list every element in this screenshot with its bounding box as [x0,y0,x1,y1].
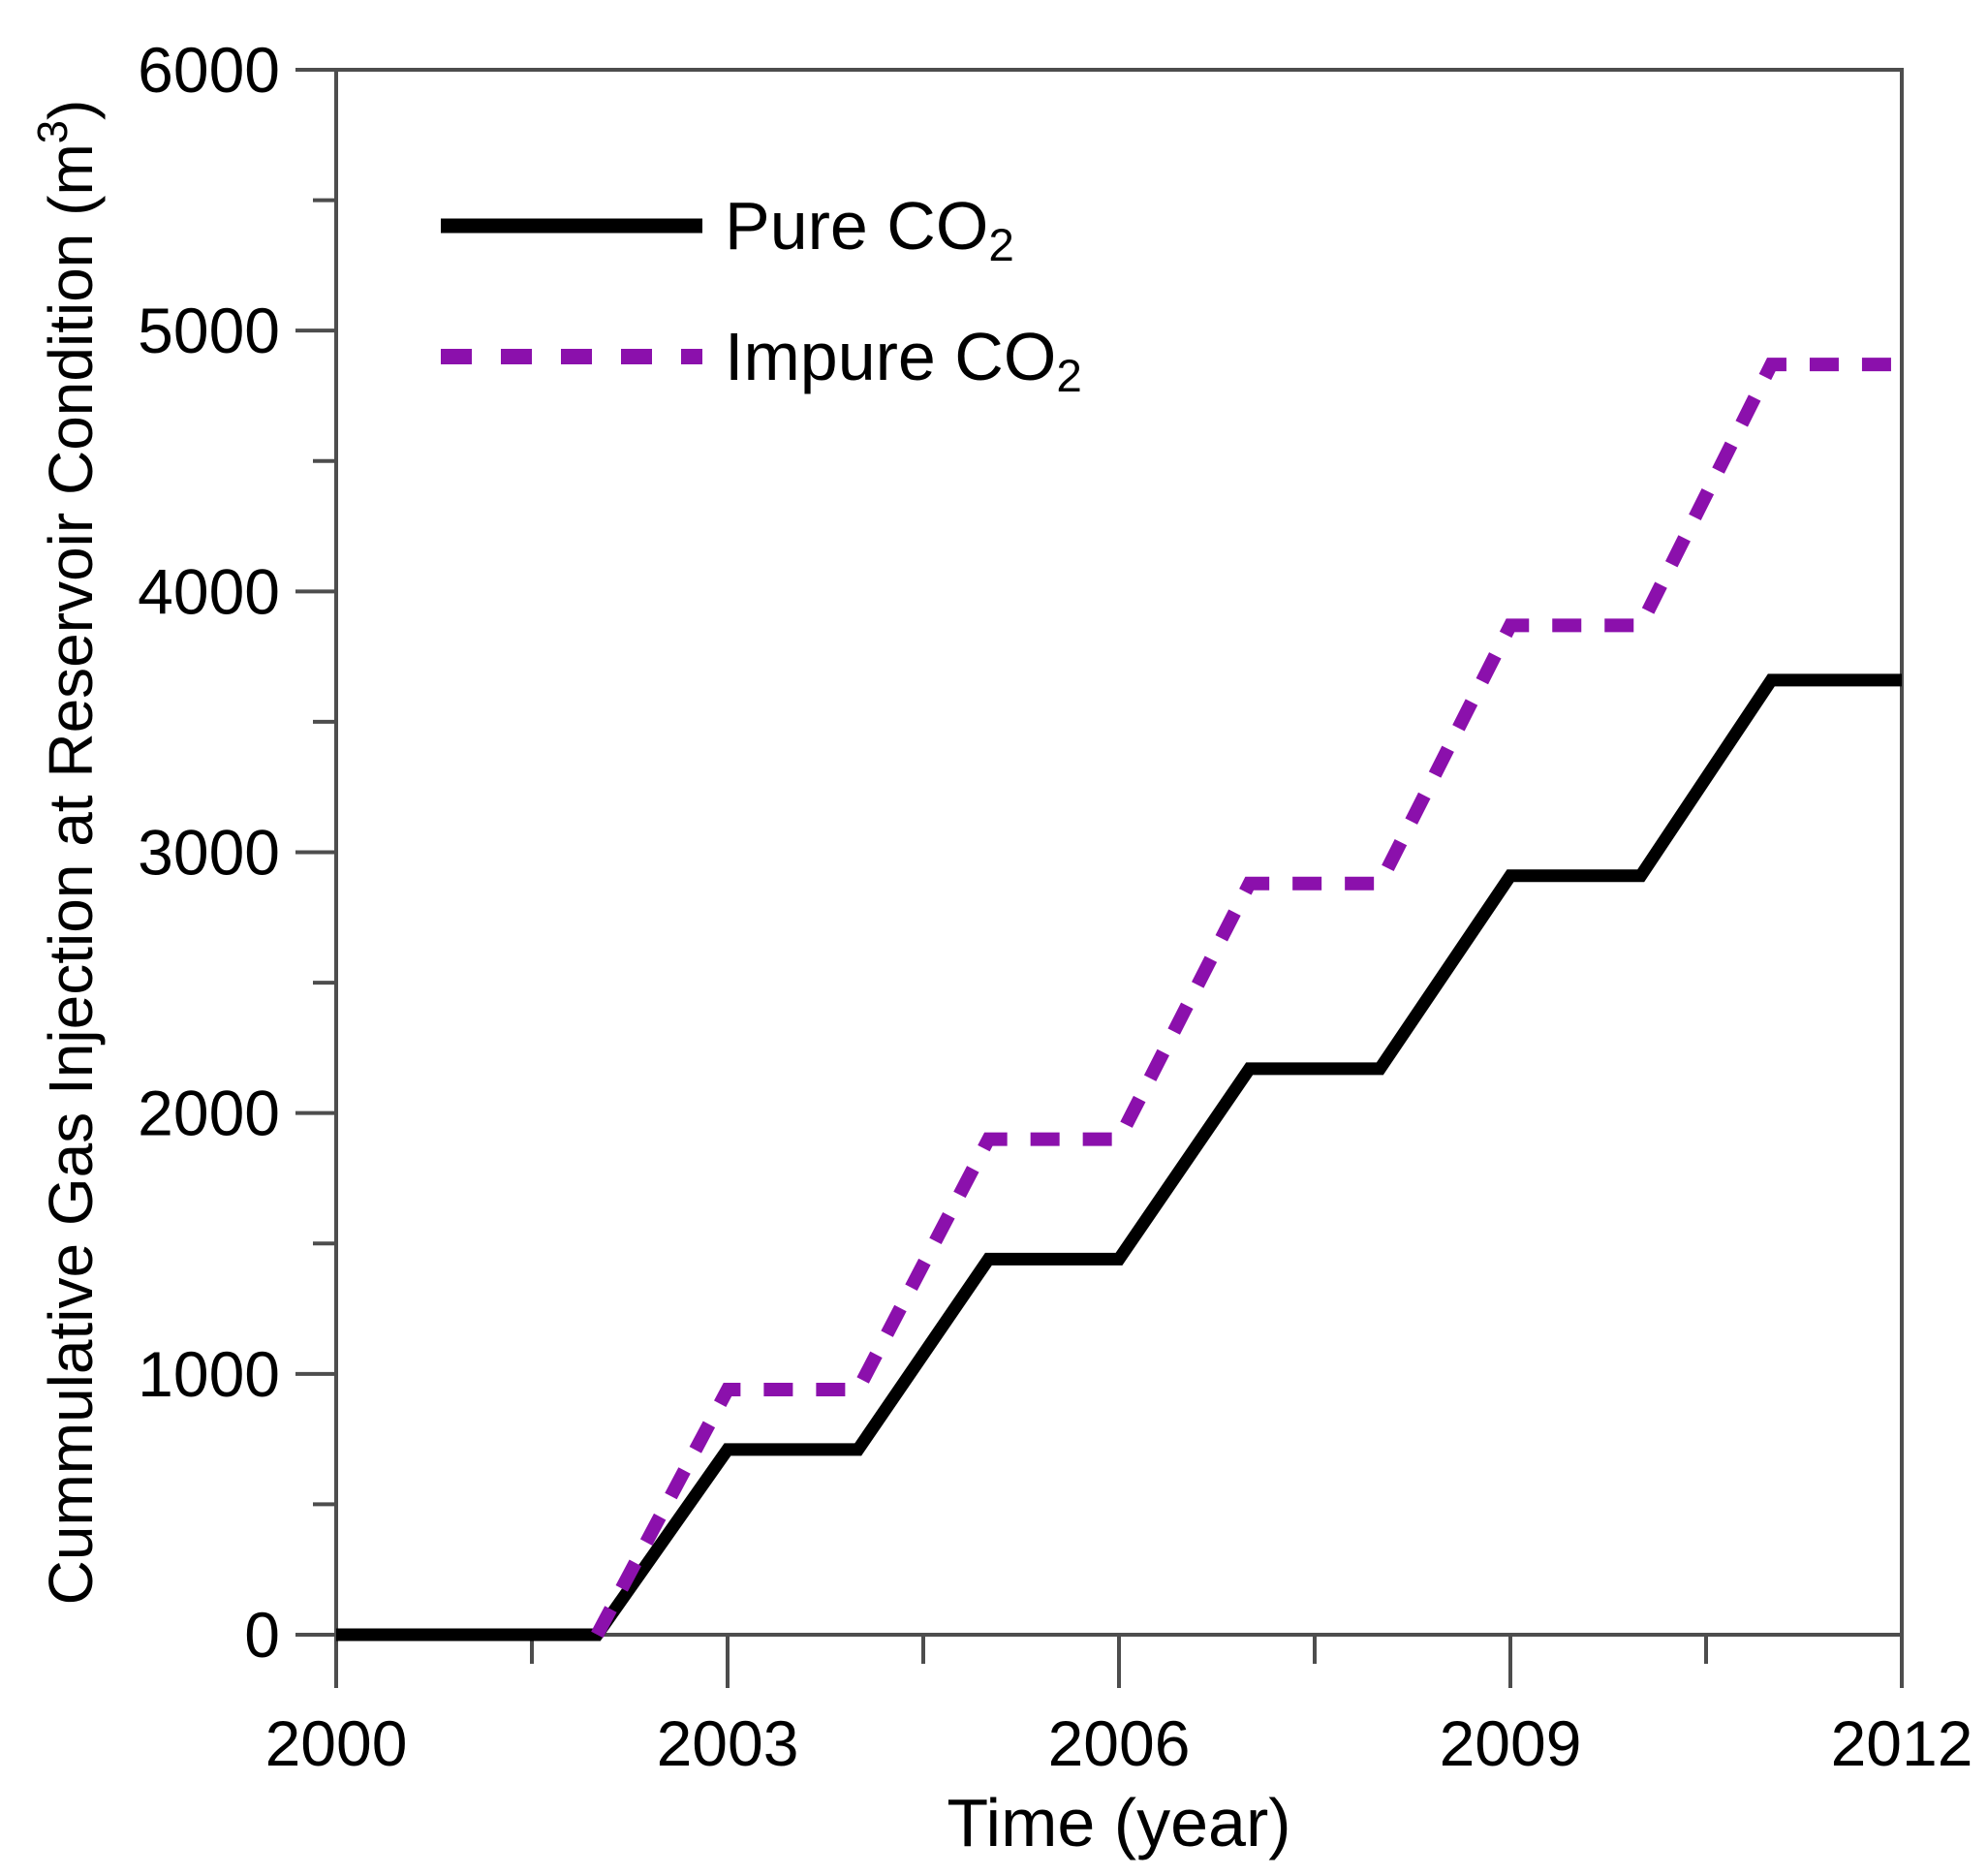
series-line-impure-co2 [591,358,1902,1639]
x-tick-label-2012: 2012 [1831,1707,1973,1779]
y-tick-label-4000: 4000 [138,555,280,627]
x-tick-label-2006: 2006 [1048,1707,1191,1779]
y-axis-title: Cummulative Gas Injection at Reservoir C… [30,100,106,1606]
plot-border [334,68,1904,1637]
y-tick-label-1000: 1000 [138,1338,280,1410]
x-tick-label-2009: 2009 [1440,1707,1582,1779]
series-line-pure-co2 [336,673,1902,1642]
y-tick-label-6000: 6000 [138,34,280,106]
y-tick-label-3000: 3000 [138,817,280,889]
legend-label-impure-co2: Impure CO2 [725,319,1082,402]
y-tick-label-5000: 5000 [138,295,280,366]
legend: Pure CO2 Impure CO2 [441,188,1082,402]
x-tick-label-2000: 2000 [265,1707,408,1779]
x-tick-label-2003: 2003 [657,1707,799,1779]
y-tick-label-0: 0 [244,1599,280,1671]
x-axis-title: Time (year) [947,1785,1290,1860]
legend-label-pure-co2: Pure CO2 [725,188,1014,271]
y-tick-label-2000: 2000 [138,1078,280,1149]
